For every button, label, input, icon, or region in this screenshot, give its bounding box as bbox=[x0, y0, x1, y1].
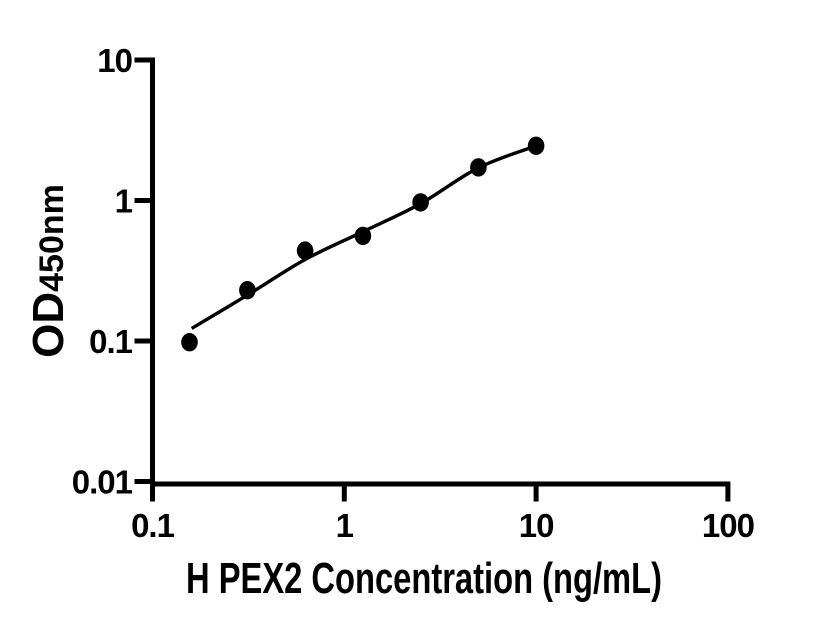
axes bbox=[150, 57, 731, 487]
data-point bbox=[412, 193, 429, 212]
y-tick-label: 0.1 bbox=[89, 323, 133, 360]
y-axis-title-sub: 450nm bbox=[33, 184, 71, 292]
data-point bbox=[181, 333, 198, 352]
x-tick-label: 1 bbox=[336, 507, 354, 544]
data-point bbox=[296, 241, 314, 260]
data-point bbox=[470, 158, 487, 177]
data-point bbox=[527, 136, 545, 155]
axis-tick-labels: 0.01 0.1 1 10 0.1 1 10 100 bbox=[72, 42, 755, 544]
data-point bbox=[354, 226, 372, 246]
y-tick-label: 0.01 bbox=[72, 464, 133, 501]
x-tick-label: 0.1 bbox=[131, 507, 175, 544]
y-tick-label: 1 bbox=[115, 183, 133, 220]
x-tick-label: 10 bbox=[519, 507, 554, 544]
x-axis-title: H PEX2 Concentration (ng/mL) bbox=[186, 554, 662, 603]
plot-area bbox=[181, 136, 545, 352]
axis-ticks bbox=[134, 57, 731, 502]
y-axis-title: OD450nm bbox=[24, 184, 73, 358]
y-tick-label: 10 bbox=[97, 42, 132, 79]
data-point bbox=[239, 281, 256, 300]
y-axis-title-main: OD bbox=[24, 292, 73, 358]
x-tick-label: 100 bbox=[702, 507, 754, 544]
